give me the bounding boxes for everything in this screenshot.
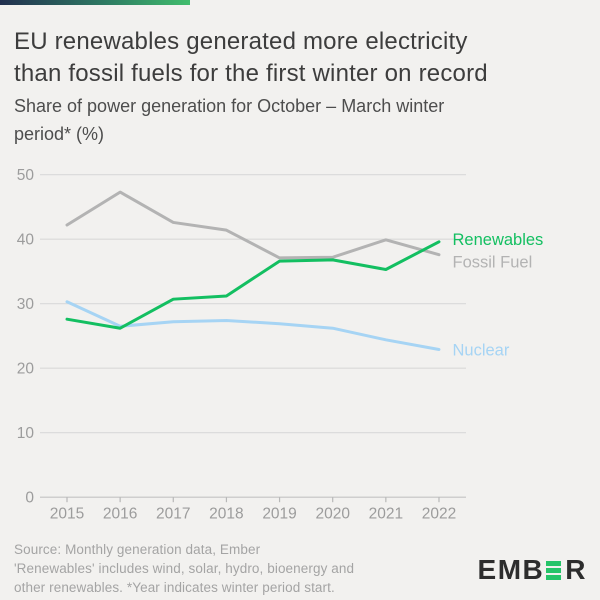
y-tick-label: 10	[17, 425, 35, 442]
series-label-renewables: Renewables	[453, 231, 544, 249]
x-tick-label: 2019	[262, 506, 296, 523]
series-line-fossil-fuel	[65, 190, 441, 260]
y-tick-label: 0	[25, 490, 34, 507]
source-line: other renewables. *Year indicates winter…	[14, 580, 335, 595]
y-tick-label: 40	[17, 232, 35, 249]
chart-title: EU renewables generated more electricity…	[14, 28, 488, 87]
ember-logo: EMB R	[478, 556, 587, 584]
x-tick-label: 2015	[50, 506, 84, 523]
ember-logo-e-icon	[546, 561, 562, 580]
source-line: 'Renewables' includes wind, solar, hydro…	[14, 561, 355, 576]
x-tick-label: 2020	[315, 506, 350, 523]
series-label-nuclear: Nuclear	[453, 341, 510, 359]
series-line-nuclear	[65, 300, 441, 351]
source-note: Source: Monthly generation data, Ember '…	[14, 540, 354, 597]
chart-subtitle: Share of power generation for October – …	[14, 96, 445, 144]
series-line-renewables	[65, 240, 441, 330]
series-label-fossil-fuel: Fossil Fuel	[453, 254, 533, 272]
y-tick-label: 50	[17, 167, 35, 184]
x-tick-label: 2016	[103, 506, 137, 523]
brand-accent-bar	[0, 0, 190, 5]
ember-logo-text-suffix: R	[565, 554, 587, 585]
ember-logo-text-prefix: EMB	[477, 554, 545, 585]
x-tick-label: 2021	[369, 506, 403, 523]
x-tick-label: 2022	[422, 506, 456, 523]
source-line: Source: Monthly generation data, Ember	[14, 542, 261, 557]
x-tick-label: 2018	[209, 506, 243, 523]
line-chart: 0 10 20 30 40 50 2015 2016 2017 2018 2019 2020 2021 2…	[17, 167, 544, 523]
x-tick-label: 2017	[156, 506, 190, 523]
y-tick-label: 30	[17, 296, 35, 313]
y-tick-label: 20	[17, 361, 35, 378]
